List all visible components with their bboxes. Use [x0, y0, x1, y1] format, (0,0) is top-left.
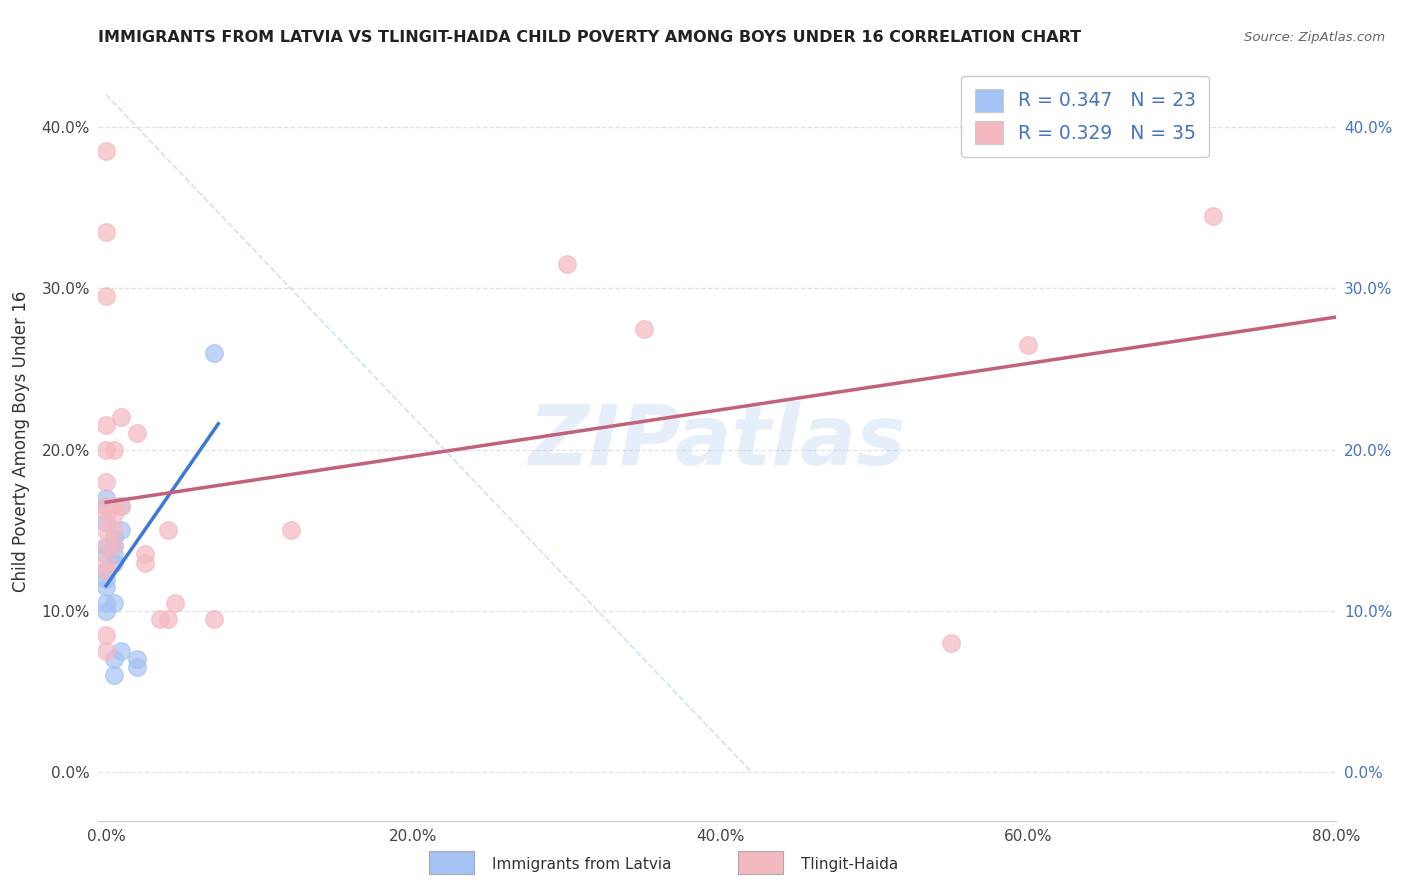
- Point: [110, 499, 132, 513]
- Point: [94, 556, 117, 570]
- Point: [94, 564, 117, 578]
- Point: [202, 346, 225, 360]
- Point: [94, 564, 117, 578]
- Point: [156, 523, 179, 537]
- Point: [1017, 337, 1039, 351]
- Point: [103, 442, 125, 457]
- Point: [94, 289, 117, 303]
- Point: [94, 523, 117, 537]
- Point: [94, 491, 117, 505]
- Point: [202, 612, 225, 626]
- Point: [94, 572, 117, 586]
- Point: [94, 442, 117, 457]
- Point: [94, 548, 117, 562]
- Point: [555, 257, 578, 271]
- Point: [103, 540, 125, 554]
- Point: [94, 580, 117, 594]
- Point: [94, 225, 117, 239]
- Point: [94, 628, 117, 642]
- Point: [280, 523, 302, 537]
- Legend: R = 0.347   N = 23, R = 0.329   N = 35: R = 0.347 N = 23, R = 0.329 N = 35: [962, 76, 1209, 157]
- Point: [103, 652, 125, 666]
- Point: [134, 548, 156, 562]
- Point: [165, 596, 187, 610]
- Text: Source: ZipAtlas.com: Source: ZipAtlas.com: [1244, 31, 1385, 45]
- Point: [103, 507, 125, 521]
- Text: Immigrants from Latvia: Immigrants from Latvia: [492, 857, 672, 871]
- Point: [125, 652, 148, 666]
- Point: [103, 523, 125, 537]
- Point: [94, 604, 117, 618]
- Point: [94, 596, 117, 610]
- Text: IMMIGRANTS FROM LATVIA VS TLINGIT-HAIDA CHILD POVERTY AMONG BOYS UNDER 16 CORREL: IMMIGRANTS FROM LATVIA VS TLINGIT-HAIDA …: [98, 29, 1081, 45]
- Point: [103, 596, 125, 610]
- Point: [1202, 209, 1225, 223]
- Point: [103, 499, 125, 513]
- Y-axis label: Child Poverty Among Boys Under 16: Child Poverty Among Boys Under 16: [13, 291, 31, 592]
- Point: [94, 644, 117, 658]
- Point: [94, 475, 117, 489]
- Point: [103, 532, 125, 546]
- Point: [125, 426, 148, 441]
- Point: [156, 612, 179, 626]
- Point: [94, 540, 117, 554]
- Point: [110, 410, 132, 425]
- Point: [633, 321, 655, 335]
- Point: [94, 515, 117, 529]
- Point: [110, 523, 132, 537]
- Point: [94, 540, 117, 554]
- Point: [94, 418, 117, 433]
- Point: [103, 668, 125, 682]
- Point: [94, 499, 117, 513]
- Point: [103, 540, 125, 554]
- Point: [103, 548, 125, 562]
- Point: [94, 499, 117, 513]
- Point: [110, 499, 132, 513]
- Point: [149, 612, 172, 626]
- Point: [941, 636, 963, 650]
- Text: ZIPatlas: ZIPatlas: [529, 401, 905, 482]
- Point: [134, 556, 156, 570]
- Point: [103, 556, 125, 570]
- Point: [110, 644, 132, 658]
- Point: [125, 660, 148, 674]
- Text: Tlingit-Haida: Tlingit-Haida: [801, 857, 898, 871]
- Point: [94, 507, 117, 521]
- Point: [94, 144, 117, 158]
